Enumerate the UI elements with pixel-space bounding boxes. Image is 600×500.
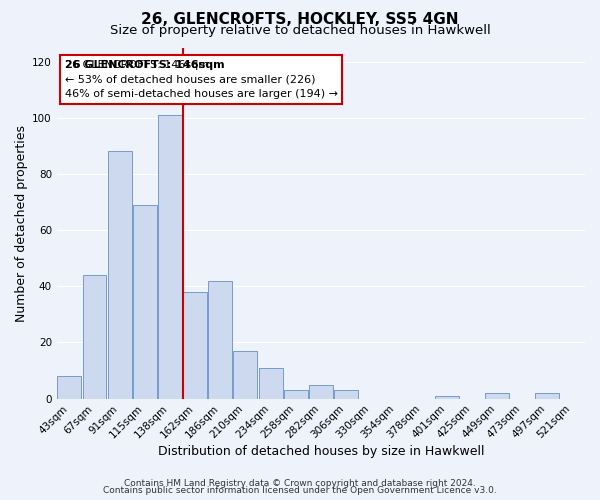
Bar <box>334 390 358 398</box>
Bar <box>158 115 182 399</box>
X-axis label: Distribution of detached houses by size in Hawkwell: Distribution of detached houses by size … <box>158 444 484 458</box>
Bar <box>284 390 308 398</box>
Bar <box>83 275 106 398</box>
Bar <box>259 368 283 398</box>
Bar <box>108 152 131 398</box>
Text: Size of property relative to detached houses in Hawkwell: Size of property relative to detached ho… <box>110 24 490 37</box>
Bar <box>535 393 559 398</box>
Bar <box>485 393 509 398</box>
Bar <box>309 384 333 398</box>
Text: 26 GLENCROFTS: 146sqm
← 53% of detached houses are smaller (226)
46% of semi-det: 26 GLENCROFTS: 146sqm ← 53% of detached … <box>65 60 338 100</box>
Text: 26 GLENCROFTS: 146sqm: 26 GLENCROFTS: 146sqm <box>65 60 224 70</box>
Bar <box>58 376 82 398</box>
Bar <box>435 396 458 398</box>
Bar <box>233 351 257 399</box>
Bar <box>208 280 232 398</box>
Text: Contains public sector information licensed under the Open Government Licence v3: Contains public sector information licen… <box>103 486 497 495</box>
Text: 26, GLENCROFTS, HOCKLEY, SS5 4GN: 26, GLENCROFTS, HOCKLEY, SS5 4GN <box>141 12 459 28</box>
Bar <box>133 205 157 398</box>
Bar <box>183 292 207 399</box>
Y-axis label: Number of detached properties: Number of detached properties <box>15 124 28 322</box>
Text: Contains HM Land Registry data © Crown copyright and database right 2024.: Contains HM Land Registry data © Crown c… <box>124 478 476 488</box>
